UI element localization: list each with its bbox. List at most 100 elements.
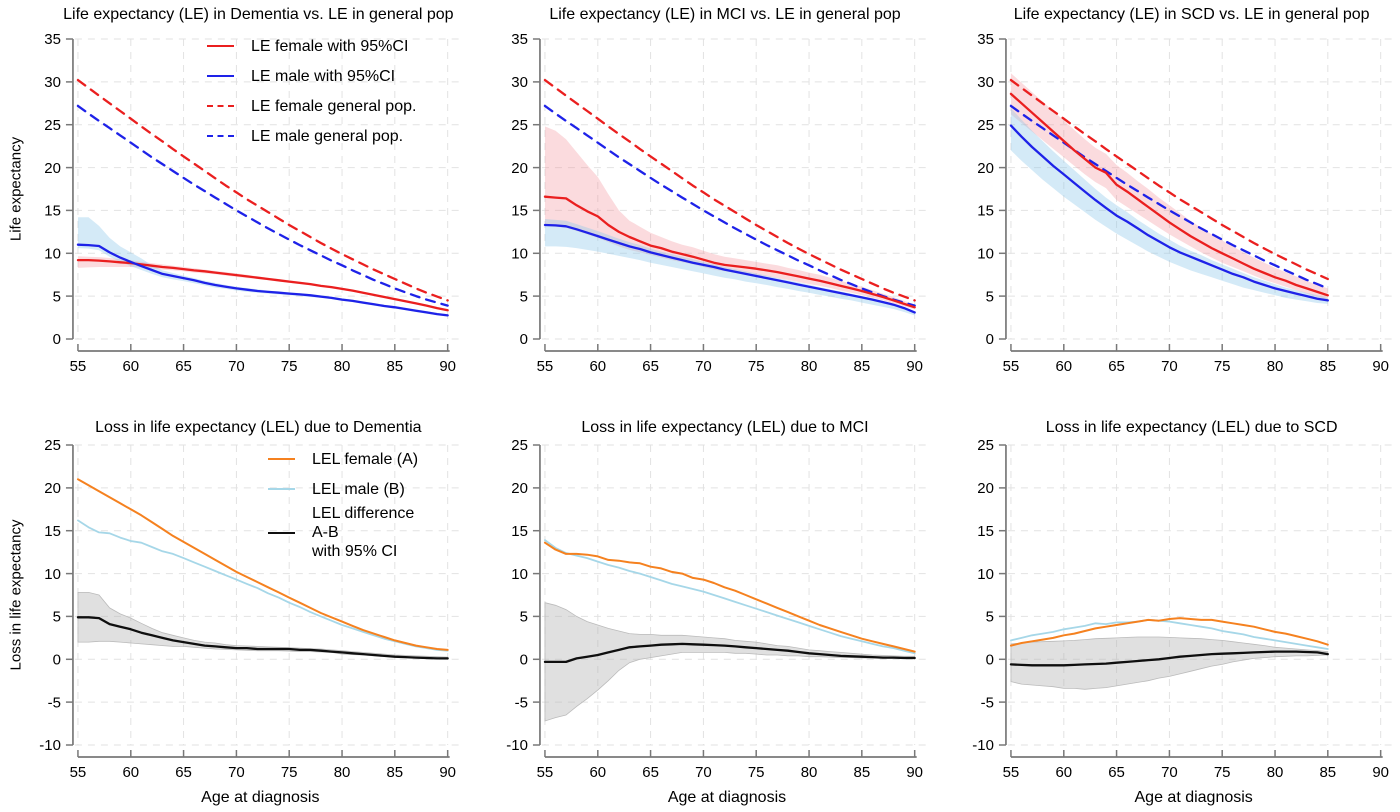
- y-tick-label: 10: [44, 566, 61, 583]
- x-tick-label: 90: [906, 358, 923, 375]
- x-tick-label: 80: [800, 764, 817, 781]
- lel-female-line: [543, 541, 916, 653]
- x-tick-label: 75: [1214, 764, 1231, 781]
- x-tick-label: 75: [281, 358, 298, 375]
- chart-canvas-lel-mci: -10 -5 0 5 10 15 20 25 55 60 65 70 75 80 85 90: [506, 437, 928, 781]
- x-axis-label: Age at diagnosis: [667, 789, 787, 806]
- x-tick-label: 85: [853, 358, 870, 375]
- y-tick-label: 30: [44, 74, 61, 91]
- le-male-ci-band: [544, 219, 915, 316]
- le-female-ci-band: [77, 256, 448, 312]
- le-male-line: [1010, 124, 1330, 302]
- y-tick-label: 5: [519, 288, 527, 305]
- chart-title: Loss in life expectancy (LEL) due to Dem…: [95, 419, 422, 436]
- lel-diff-ci-band: [544, 602, 915, 722]
- x-tick-label: 65: [1109, 358, 1126, 375]
- y-axis-label: Life expectancy: [7, 136, 25, 242]
- legend-swatch-blue-dashed-icon: [207, 135, 234, 137]
- y-tick-label: 5: [986, 288, 994, 305]
- y-tick-label: 20: [44, 160, 61, 177]
- legend: LE female with 95%CI LE male with 95%CI …: [207, 31, 416, 151]
- le-male-ci-band: [77, 217, 448, 317]
- y-tick-label: 0: [53, 651, 61, 668]
- x-tick-label: 65: [1109, 764, 1126, 781]
- y-tick-label: 30: [978, 74, 995, 91]
- x-tick-label: 60: [122, 764, 139, 781]
- y-tick-label: 20: [44, 480, 61, 497]
- gen-female-line: [1010, 78, 1330, 281]
- le-female-line: [543, 195, 916, 309]
- x-tick-label: 85: [853, 764, 870, 781]
- legend-item-lel-female: LEL female (A): [268, 444, 418, 474]
- x-tick-label: 70: [695, 764, 712, 781]
- y-tick-label: 35: [978, 31, 995, 48]
- y-tick-label: -10: [506, 737, 528, 754]
- x-tick-label: 80: [1267, 358, 1284, 375]
- legend-swatch-red-solid-icon: [207, 45, 234, 47]
- gen-male-line: [76, 104, 449, 307]
- x-tick-label: 80: [1267, 764, 1284, 781]
- y-tick-label: 15: [511, 203, 528, 220]
- x-tick-label: 90: [439, 358, 456, 375]
- gen-female-line: [543, 78, 916, 302]
- legend-item-le-male: LE male with 95%CI: [207, 61, 416, 91]
- x-tick-label: 70: [695, 358, 712, 375]
- lel-male-line: [77, 519, 449, 652]
- chart-canvas-le-mci: 0 5 10 15 20 25 30 35 55 60 65 70 75 80 85 90: [511, 31, 928, 375]
- y-tick-label: 10: [44, 245, 61, 262]
- panel-lel-dementia: -10 -5 0 5 10 15 20 25 55 60 65 70 75 80 85 90 Loss in …: [0, 406, 467, 812]
- y-axis-label: Loss in life expectancy: [7, 519, 25, 671]
- legend-label: LE female with 95%CI: [251, 37, 409, 55]
- x-tick-label: 70: [228, 358, 245, 375]
- x-tick-label: 60: [1056, 764, 1073, 781]
- chart-canvas-lel-dementia: -10 -5 0 5 10 15 20 25 55 60 65 70 75 80 85 90: [39, 437, 461, 781]
- legend-swatch-red-dashed-icon: [207, 105, 234, 107]
- le-female-line: [1010, 92, 1330, 297]
- lel-diff-line: [543, 642, 916, 664]
- panel-lel-scd: -10 -5 0 5 10 15 20 25 55 60 65 70 75 80 85 90 Loss in …: [933, 406, 1400, 812]
- y-tick-label: 25: [44, 117, 61, 134]
- legend-swatch-black-solid-icon: [268, 531, 295, 534]
- y-tick-label: 0: [519, 331, 527, 348]
- y-tick-label: 0: [986, 651, 994, 668]
- le-female-ci-band: [1011, 73, 1329, 300]
- x-tick-label: 85: [1320, 358, 1337, 375]
- x-tick-label: 55: [70, 358, 87, 375]
- x-axis-label: Age at diagnosis: [201, 789, 320, 806]
- legend-label: LEL female (A): [312, 450, 419, 468]
- x-tick-label: 80: [800, 358, 817, 375]
- y-tick-label: 15: [44, 203, 61, 220]
- x-tick-label: 65: [642, 358, 659, 375]
- y-tick-label: 5: [986, 609, 994, 626]
- chart-title: Life expectancy (LE) in SCD vs. LE in ge…: [1013, 6, 1370, 23]
- y-tick-label: -10: [39, 737, 61, 754]
- y-tick-label: 0: [519, 651, 527, 668]
- legend-item-gen-male: LE male general pop.: [207, 121, 416, 151]
- x-axis-label: Age at diagnosis: [1134, 789, 1253, 806]
- legend: LEL female (A) LEL male (B) LEL differen…: [268, 444, 418, 561]
- y-tick-label: 10: [511, 566, 528, 583]
- y-tick-label: 10: [978, 245, 995, 262]
- lel-female-line: [1010, 617, 1330, 647]
- y-tick-label: 10: [511, 245, 528, 262]
- y-tick-label: 25: [511, 117, 528, 134]
- x-tick-label: 75: [1214, 358, 1231, 375]
- x-tick-label: 85: [1320, 764, 1337, 781]
- chart-canvas-le-scd: 0 5 10 15 20 25 30 35 55 60 65 70 75 80 85 90: [978, 31, 1394, 375]
- lel-male-line: [1010, 618, 1330, 650]
- legend-item-lel-male: LEL male (B): [268, 474, 418, 504]
- chart-title: Life expectancy (LE) in MCI vs. LE in ge…: [549, 6, 901, 23]
- legend-label: LE female general pop.: [251, 97, 417, 115]
- x-tick-label: 85: [386, 358, 403, 375]
- x-tick-label: 75: [748, 358, 765, 375]
- lel-diff-line: [76, 616, 449, 660]
- legend-swatch-blue-solid-icon: [207, 75, 234, 77]
- chart-canvas-le-dementia: 0 5 10 15 20 25 30 35 55 60 65 70 75 80 85 90: [44, 31, 461, 375]
- y-tick-label: 35: [44, 31, 61, 48]
- y-tick-label: 25: [978, 117, 995, 134]
- x-tick-label: 70: [1161, 358, 1178, 375]
- x-tick-label: 60: [1056, 358, 1073, 375]
- y-tick-label: 15: [978, 203, 995, 220]
- x-tick-label: 65: [175, 764, 192, 781]
